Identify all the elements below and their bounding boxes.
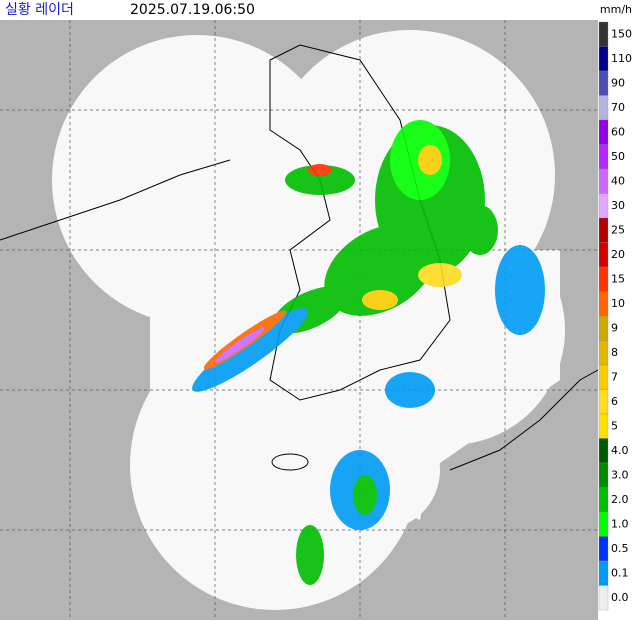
legend-label: 60 <box>611 125 625 138</box>
legend-label: 4.0 <box>611 444 629 457</box>
legend-swatch <box>598 168 609 194</box>
legend-swatch <box>598 70 609 96</box>
legend-swatch <box>598 95 609 121</box>
legend-swatch <box>598 144 609 170</box>
legend-swatch <box>598 462 609 488</box>
legend-swatch <box>598 242 609 268</box>
legend-swatch <box>598 511 609 537</box>
legend-label: 9 <box>611 321 618 334</box>
legend-swatch <box>598 413 609 439</box>
legend-label: 3.0 <box>611 468 629 481</box>
legend-label: 8 <box>611 346 618 359</box>
legend-label: 0.0 <box>611 591 629 604</box>
legend-label: 70 <box>611 101 625 114</box>
legend-swatch <box>598 536 609 562</box>
legend-label: 150 <box>611 27 632 40</box>
legend-swatch <box>598 21 609 47</box>
legend-label: 40 <box>611 174 625 187</box>
legend-swatch <box>598 340 609 366</box>
legend-label: 6 <box>611 395 618 408</box>
legend-swatch <box>598 585 609 611</box>
legend-label: 0.5 <box>611 542 629 555</box>
legend-label: 30 <box>611 199 625 212</box>
legend-swatch <box>598 217 609 243</box>
legend-label: 0.1 <box>611 566 629 579</box>
legend-label: 90 <box>611 76 625 89</box>
rain-echoes <box>192 120 545 585</box>
legend-label: 7 <box>611 370 618 383</box>
legend-label: 5 <box>611 419 618 432</box>
timestamp: 2025.07.19.06:50 <box>130 2 255 18</box>
legend-swatch <box>598 364 609 390</box>
legend-swatch <box>598 487 609 513</box>
legend-swatch <box>598 266 609 292</box>
legend-swatch <box>598 46 609 72</box>
legend-label: 25 <box>611 223 625 236</box>
legend-label: 10 <box>611 297 625 310</box>
legend-label: 20 <box>611 248 625 261</box>
legend-swatch <box>598 291 609 317</box>
legend-swatch <box>598 193 609 219</box>
legend-swatch <box>598 560 609 586</box>
legend-label: 50 <box>611 150 625 163</box>
page-title: 실황 레이더 <box>5 2 74 18</box>
legend-swatch <box>598 389 609 415</box>
legend-label: 110 <box>611 52 632 65</box>
legend-label: 1.0 <box>611 517 629 530</box>
legend-swatch <box>598 438 609 464</box>
legend-label: 2.0 <box>611 493 629 506</box>
legend-label: 15 <box>611 272 625 285</box>
legend-swatch <box>598 119 609 145</box>
legend-unit: mm/h <box>600 3 632 16</box>
legend-swatch <box>598 315 609 341</box>
